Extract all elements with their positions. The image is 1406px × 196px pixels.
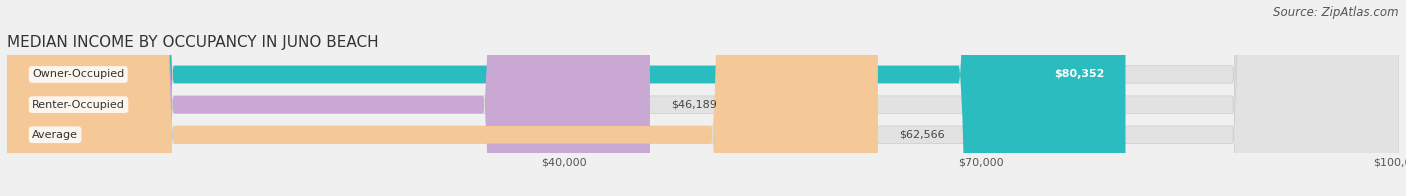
FancyBboxPatch shape	[7, 0, 650, 196]
Text: $80,352: $80,352	[1054, 69, 1105, 80]
FancyBboxPatch shape	[7, 0, 1399, 196]
Text: Renter-Occupied: Renter-Occupied	[32, 100, 125, 110]
Text: Source: ZipAtlas.com: Source: ZipAtlas.com	[1274, 6, 1399, 19]
Text: $46,189: $46,189	[671, 100, 717, 110]
FancyBboxPatch shape	[7, 0, 877, 196]
Text: Average: Average	[32, 130, 79, 140]
FancyBboxPatch shape	[7, 0, 1125, 196]
FancyBboxPatch shape	[7, 0, 1399, 196]
Text: Owner-Occupied: Owner-Occupied	[32, 69, 124, 80]
Text: MEDIAN INCOME BY OCCUPANCY IN JUNO BEACH: MEDIAN INCOME BY OCCUPANCY IN JUNO BEACH	[7, 34, 378, 50]
Text: $62,566: $62,566	[898, 130, 945, 140]
FancyBboxPatch shape	[7, 0, 1399, 196]
